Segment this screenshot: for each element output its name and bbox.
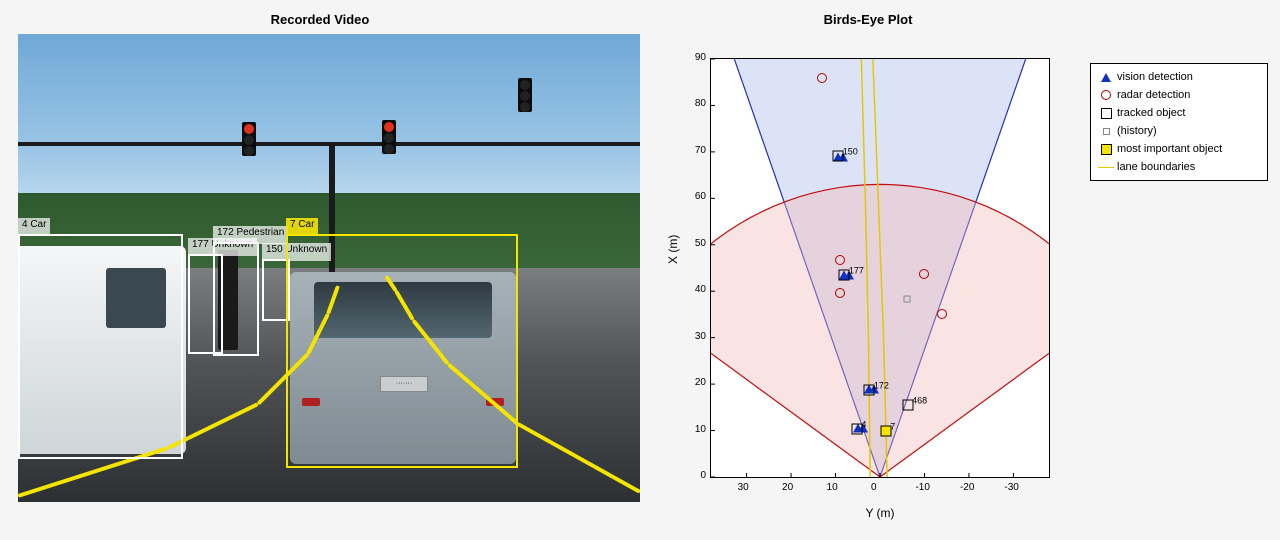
bep-title: Birds-Eye Plot bbox=[668, 12, 1068, 27]
bep-circle bbox=[919, 269, 929, 279]
bep-circle bbox=[835, 255, 845, 265]
birds-eye-plot: 4 7 172 468 177 150 bbox=[710, 58, 1050, 478]
legend-row: vision detection bbox=[1095, 68, 1263, 86]
bbox-label: 4 Car bbox=[18, 218, 50, 236]
bep-ytick: 30 bbox=[678, 331, 706, 342]
bbox-label: 172 Pedestrian bbox=[213, 226, 288, 244]
traffic-light-3 bbox=[518, 78, 532, 112]
legend-row: (history) bbox=[1095, 122, 1263, 140]
video-frame: ······· 4 Car177 Unknown172 Pedestrian15… bbox=[18, 34, 640, 502]
bep-ytick: 20 bbox=[678, 377, 706, 388]
bep-xtick: 10 bbox=[827, 482, 838, 493]
legend: vision detectionradar detectiontracked o… bbox=[1090, 63, 1268, 181]
legend-row: tracked object bbox=[1095, 104, 1263, 122]
legend-row: radar detection bbox=[1095, 86, 1263, 104]
bep-xtick: 30 bbox=[738, 482, 749, 493]
bep-square-468: 468 bbox=[902, 399, 913, 410]
bep-square-4: 4 bbox=[851, 423, 862, 434]
video-title: Recorded Video bbox=[0, 12, 640, 27]
bep-ytick: 70 bbox=[678, 145, 706, 156]
bep-ytick: 80 bbox=[678, 98, 706, 109]
traffic-light-2 bbox=[242, 122, 256, 156]
bep-ytick: 50 bbox=[678, 238, 706, 249]
bbox-7: 7 Car bbox=[286, 234, 518, 468]
legend-row: most important object bbox=[1095, 140, 1263, 158]
bep-xlabel: Y (m) bbox=[710, 506, 1050, 520]
bep-xtick: -20 bbox=[960, 482, 974, 493]
bep-square-172: 172 bbox=[864, 384, 875, 395]
bep-circle bbox=[937, 309, 947, 319]
bep-ytick: 90 bbox=[678, 52, 706, 63]
bbox-label: 7 Car bbox=[286, 218, 318, 236]
root: Recorded Video ······· 4 bbox=[0, 0, 1280, 540]
traffic-light-1 bbox=[382, 120, 396, 154]
bep-ytick: 0 bbox=[678, 470, 706, 481]
bep-xtick: 0 bbox=[871, 482, 877, 493]
bep-square-7: 7 bbox=[880, 426, 891, 437]
bep-square-177: 177 bbox=[839, 269, 850, 280]
bep-history bbox=[903, 295, 910, 302]
bep-xtick: 20 bbox=[782, 482, 793, 493]
bbox-4: 4 Car bbox=[18, 234, 183, 459]
bep-circle bbox=[835, 288, 845, 298]
bep-ytick: 60 bbox=[678, 191, 706, 202]
bep-xtick: -30 bbox=[1004, 482, 1018, 493]
bep-ytick: 10 bbox=[678, 424, 706, 435]
legend-row: lane boundaries bbox=[1095, 158, 1263, 176]
bep-ytick: 40 bbox=[678, 284, 706, 295]
bep-svg bbox=[711, 59, 1049, 477]
bbox-172: 172 Pedestrian bbox=[213, 242, 259, 356]
bep-xtick: -10 bbox=[915, 482, 929, 493]
bep-square-150: 150 bbox=[833, 150, 844, 161]
bep-ylabel: X (m) bbox=[666, 235, 680, 264]
bep-circle bbox=[817, 73, 827, 83]
